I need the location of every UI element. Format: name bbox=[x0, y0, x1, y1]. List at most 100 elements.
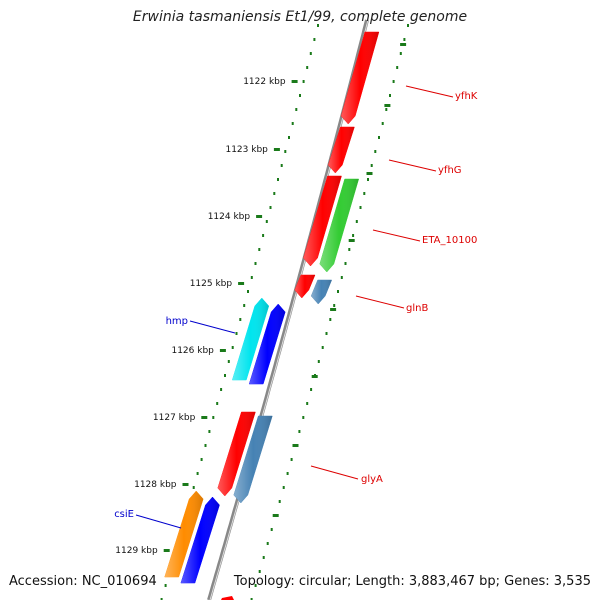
inner-track-dot bbox=[258, 570, 261, 573]
inner-track-dot bbox=[389, 94, 391, 97]
outer-track-dot bbox=[239, 318, 242, 321]
outer-track-dot bbox=[269, 206, 272, 209]
outer-track-dot bbox=[250, 276, 253, 279]
inner-track-dot bbox=[378, 136, 380, 139]
cds-feature-arrow-shade bbox=[311, 280, 332, 304]
inner-track-dot bbox=[352, 234, 355, 237]
outer-track-dot bbox=[291, 122, 294, 125]
outer-track-dot bbox=[313, 38, 316, 41]
gene-feature-arrow-shade bbox=[180, 497, 220, 583]
gene-label-leader bbox=[372, 229, 421, 242]
inner-track-dot bbox=[321, 346, 324, 349]
cds-feature-arrow-shade bbox=[232, 298, 269, 380]
inner-scale-tick bbox=[292, 444, 299, 447]
scale-label: 1122 kbp bbox=[243, 77, 286, 87]
inner-track-dot bbox=[317, 360, 320, 363]
scale-label: 1123 kbp bbox=[225, 145, 268, 155]
outer-track-dot bbox=[258, 248, 261, 251]
inner-track-dot bbox=[374, 150, 377, 153]
outer-track-dot bbox=[235, 332, 238, 335]
outer-track-dot bbox=[208, 430, 211, 433]
outer-track-dot bbox=[224, 374, 226, 377]
gene-label-leader bbox=[388, 159, 437, 172]
outer-track-dot bbox=[204, 444, 207, 447]
outer-track-dot bbox=[295, 108, 298, 111]
inner-track-dot bbox=[340, 276, 343, 279]
inner-scale-tick bbox=[330, 308, 337, 311]
inner-track-dot bbox=[286, 472, 289, 475]
outer-track-dot bbox=[216, 402, 219, 405]
scale-tick bbox=[273, 148, 280, 151]
outer-track-dot bbox=[164, 584, 167, 587]
scale-tick bbox=[256, 215, 263, 218]
inner-track-dot bbox=[403, 38, 406, 41]
inner-track-dot bbox=[278, 500, 281, 503]
outer-track-dot bbox=[277, 178, 279, 181]
inner-track-dot bbox=[363, 192, 366, 195]
scale-label: 1129 kbp bbox=[115, 546, 158, 556]
outer-track-dot bbox=[288, 136, 290, 139]
backbone-line bbox=[207, 19, 369, 600]
inner-track-dot bbox=[355, 220, 358, 223]
outer-track-dot bbox=[299, 94, 301, 97]
inner-scale-tick bbox=[311, 375, 318, 378]
outer-track-dot bbox=[196, 472, 199, 475]
inner-scale-tick bbox=[272, 514, 279, 517]
inner-track-dot bbox=[270, 528, 273, 531]
outer-track-dot bbox=[247, 290, 249, 293]
outer-track-dot bbox=[262, 234, 265, 237]
gene-feature-arrow-shade bbox=[249, 304, 286, 384]
inner-track-dot bbox=[392, 80, 395, 83]
outer-track-dot bbox=[192, 486, 195, 489]
inner-track-dot bbox=[344, 262, 347, 265]
gene-feature-arrow-shade bbox=[294, 275, 315, 298]
inner-track-dot bbox=[385, 108, 388, 111]
outer-track-dot bbox=[284, 150, 287, 153]
topology-text: Topology: circular; Length: 3,883,467 bp… bbox=[233, 574, 591, 589]
inner-track-dot bbox=[250, 598, 253, 600]
gene-label-csie: csiE bbox=[114, 509, 134, 520]
inner-track-dot bbox=[396, 66, 399, 69]
inner-track-dot bbox=[329, 318, 332, 321]
gene-feature-arrow-shade bbox=[303, 176, 342, 266]
outer-track-dot bbox=[280, 164, 283, 167]
scale-label: 1124 kbp bbox=[208, 212, 251, 222]
feature-tracks bbox=[164, 31, 380, 600]
scale-tick bbox=[163, 549, 170, 552]
inner-track-dot bbox=[381, 122, 384, 125]
scale-label: 1126 kbp bbox=[171, 346, 214, 356]
outer-track-dot bbox=[306, 66, 309, 69]
inner-track-dot bbox=[306, 402, 309, 405]
outer-track-dot bbox=[227, 360, 230, 363]
gene-label-leader bbox=[135, 514, 182, 529]
cds-feature-arrow-shade bbox=[319, 179, 359, 272]
inner-track-dot bbox=[310, 388, 313, 391]
outer-track-dot bbox=[231, 346, 234, 349]
outer-track-dot bbox=[160, 598, 163, 600]
gene-label-leader bbox=[405, 85, 454, 98]
inner-track-dot bbox=[333, 304, 336, 307]
inner-track-dot bbox=[302, 416, 305, 419]
inner-track-dot bbox=[262, 556, 265, 559]
gene-label-glnb: glnB bbox=[406, 303, 428, 314]
inner-track-dot bbox=[325, 332, 328, 335]
outer-track-dot bbox=[220, 388, 223, 391]
inner-track-dot bbox=[266, 542, 269, 545]
outer-track-dot bbox=[309, 52, 312, 55]
scale-label: 1127 kbp bbox=[153, 413, 196, 423]
inner-track-dot bbox=[254, 584, 257, 587]
inner-track-dot bbox=[370, 164, 373, 167]
gene-feature-arrow-shade bbox=[328, 127, 355, 173]
scale-tick bbox=[291, 80, 298, 83]
gene-feature-arrow-shade bbox=[341, 32, 379, 124]
scale-label: 1125 kbp bbox=[190, 279, 233, 289]
inner-track-dot bbox=[359, 206, 362, 209]
scale-tick bbox=[182, 483, 189, 486]
scale-tick bbox=[201, 416, 208, 419]
gene-label-yfhg: yfhG bbox=[438, 165, 462, 176]
inner-track-dot bbox=[399, 52, 402, 55]
cds-feature-arrow-shade bbox=[233, 416, 273, 503]
scale-tick bbox=[238, 282, 245, 285]
outer-track-dot bbox=[273, 192, 276, 195]
